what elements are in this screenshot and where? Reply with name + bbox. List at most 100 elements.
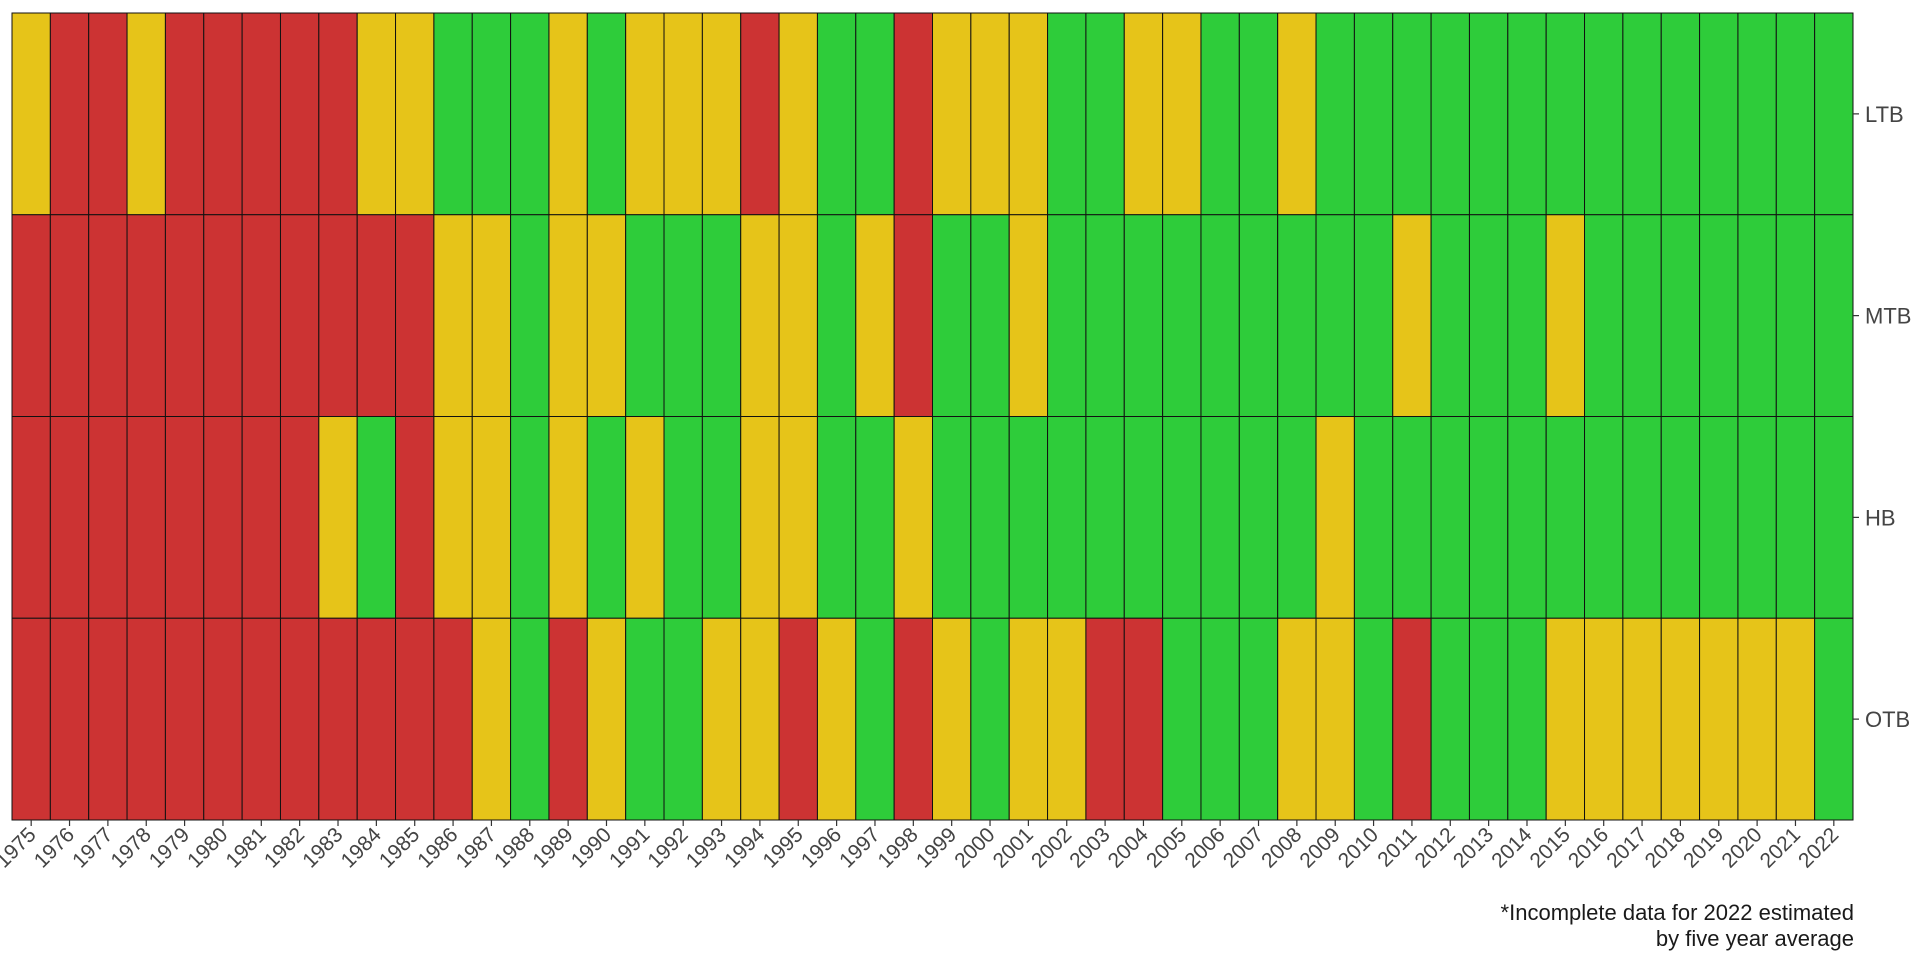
y-tick-label: MTB bbox=[1865, 304, 1911, 329]
cell-MTB-1976 bbox=[49, 214, 90, 417]
cell-OTB-2006 bbox=[1200, 617, 1240, 821]
cell-OTB-1998 bbox=[893, 617, 934, 821]
cell-HB-2022 bbox=[1814, 416, 1854, 619]
x-tick-label: 2006 bbox=[1180, 823, 1229, 872]
cell-LTB-1977 bbox=[88, 12, 128, 216]
x-tick-label: 1978 bbox=[106, 823, 155, 872]
cell-MTB-2011 bbox=[1392, 214, 1432, 417]
x-tick-label: 2007 bbox=[1219, 823, 1268, 872]
cell-HB-2015 bbox=[1545, 416, 1586, 619]
cell-OTB-1987 bbox=[471, 617, 512, 821]
cell-OTB-1979 bbox=[164, 617, 205, 821]
cell-LTB-1976 bbox=[49, 12, 90, 216]
x-tick-label: 1987 bbox=[452, 823, 501, 872]
cell-HB-2001 bbox=[1008, 416, 1049, 619]
cell-MTB-2014 bbox=[1507, 214, 1547, 417]
cell-LTB-2000 bbox=[970, 12, 1010, 216]
footnote: *Incomplete data for 2022 estimated by f… bbox=[1501, 900, 1854, 952]
cell-LTB-2013 bbox=[1468, 12, 1509, 216]
x-tick-label: 2012 bbox=[1411, 823, 1460, 872]
cell-MTB-2022 bbox=[1814, 214, 1854, 417]
cell-MTB-1985 bbox=[395, 214, 435, 417]
cell-HB-2014 bbox=[1507, 416, 1547, 619]
cell-MTB-2018 bbox=[1660, 214, 1701, 417]
x-tick-label: 1981 bbox=[222, 823, 271, 872]
cell-MTB-1990 bbox=[586, 214, 627, 417]
cell-LTB-1984 bbox=[356, 12, 397, 216]
cell-HB-2005 bbox=[1162, 416, 1202, 619]
cell-OTB-2013 bbox=[1468, 617, 1509, 821]
cell-MTB-2005 bbox=[1162, 214, 1202, 417]
cell-LTB-1995 bbox=[778, 12, 818, 216]
cell-HB-1982 bbox=[279, 416, 320, 619]
cell-HB-1989 bbox=[548, 416, 588, 619]
x-tick-label: 1986 bbox=[413, 823, 462, 872]
x-tick-label: 2020 bbox=[1717, 823, 1766, 872]
x-tick-label: 1999 bbox=[912, 823, 961, 872]
cell-LTB-1985 bbox=[395, 12, 435, 216]
cell-OTB-1997 bbox=[855, 617, 895, 821]
cell-LTB-2002 bbox=[1047, 12, 1087, 216]
cell-MTB-2006 bbox=[1200, 214, 1240, 417]
cell-MTB-2010 bbox=[1353, 214, 1394, 417]
cell-LTB-1992 bbox=[663, 12, 703, 216]
cell-OTB-1988 bbox=[510, 617, 550, 821]
cell-OTB-1982 bbox=[279, 617, 320, 821]
cell-OTB-1995 bbox=[778, 617, 818, 821]
cell-MTB-2013 bbox=[1468, 214, 1509, 417]
cell-MTB-1983 bbox=[318, 214, 358, 417]
cell-MTB-1998 bbox=[893, 214, 934, 417]
cell-HB-1995 bbox=[778, 416, 818, 619]
x-tick-label: 1989 bbox=[528, 823, 577, 872]
cell-HB-1993 bbox=[701, 416, 742, 619]
cell-OTB-2000 bbox=[970, 617, 1010, 821]
cell-MTB-1978 bbox=[126, 214, 166, 417]
x-tick-label: 1994 bbox=[720, 823, 770, 873]
cell-MTB-2012 bbox=[1430, 214, 1470, 417]
cell-HB-2004 bbox=[1123, 416, 1164, 619]
cell-HB-1990 bbox=[586, 416, 627, 619]
cell-LTB-1991 bbox=[625, 12, 665, 216]
cell-LTB-2014 bbox=[1507, 12, 1547, 216]
cell-MTB-1999 bbox=[932, 214, 972, 417]
cell-MTB-2000 bbox=[970, 214, 1010, 417]
cell-HB-1988 bbox=[510, 416, 550, 619]
cell-OTB-2005 bbox=[1162, 617, 1202, 821]
x-tick-label: 1982 bbox=[260, 823, 309, 872]
cell-HB-2017 bbox=[1622, 416, 1662, 619]
cell-HB-1976 bbox=[49, 416, 90, 619]
cell-MTB-1989 bbox=[548, 214, 588, 417]
cell-LTB-1998 bbox=[893, 12, 934, 216]
footnote-line-1: *Incomplete data for 2022 estimated bbox=[1500, 900, 1854, 925]
cell-OTB-2022 bbox=[1814, 617, 1854, 821]
cell-HB-1980 bbox=[203, 416, 243, 619]
cell-LTB-2004 bbox=[1123, 12, 1164, 216]
cell-LTB-1978 bbox=[126, 12, 166, 216]
x-tick-label: 2017 bbox=[1602, 823, 1651, 872]
cell-OTB-2010 bbox=[1353, 617, 1394, 821]
cell-LTB-2007 bbox=[1238, 12, 1279, 216]
cell-OTB-2011 bbox=[1392, 617, 1432, 821]
cell-LTB-2022 bbox=[1814, 12, 1854, 216]
cell-LTB-1979 bbox=[164, 12, 205, 216]
cell-MTB-2009 bbox=[1315, 214, 1355, 417]
x-tick-label: 1979 bbox=[145, 823, 194, 872]
x-tick-label: 2001 bbox=[989, 823, 1038, 872]
x-tick-label: 2010 bbox=[1334, 823, 1383, 872]
cell-OTB-1985 bbox=[395, 617, 435, 821]
cell-HB-1979 bbox=[164, 416, 205, 619]
cell-HB-2000 bbox=[970, 416, 1010, 619]
cell-OTB-1977 bbox=[88, 617, 128, 821]
cell-OTB-1999 bbox=[932, 617, 972, 821]
cell-MTB-2019 bbox=[1699, 214, 1739, 417]
cell-OTB-1983 bbox=[318, 617, 358, 821]
cell-OTB-2009 bbox=[1315, 617, 1355, 821]
cell-HB-2011 bbox=[1392, 416, 1432, 619]
cell-HB-2016 bbox=[1584, 416, 1624, 619]
x-tick-label: 1993 bbox=[682, 823, 731, 872]
cell-HB-1981 bbox=[241, 416, 281, 619]
cell-MTB-2004 bbox=[1123, 214, 1164, 417]
cell-HB-2019 bbox=[1699, 416, 1739, 619]
x-tick-label: 2004 bbox=[1104, 823, 1154, 873]
